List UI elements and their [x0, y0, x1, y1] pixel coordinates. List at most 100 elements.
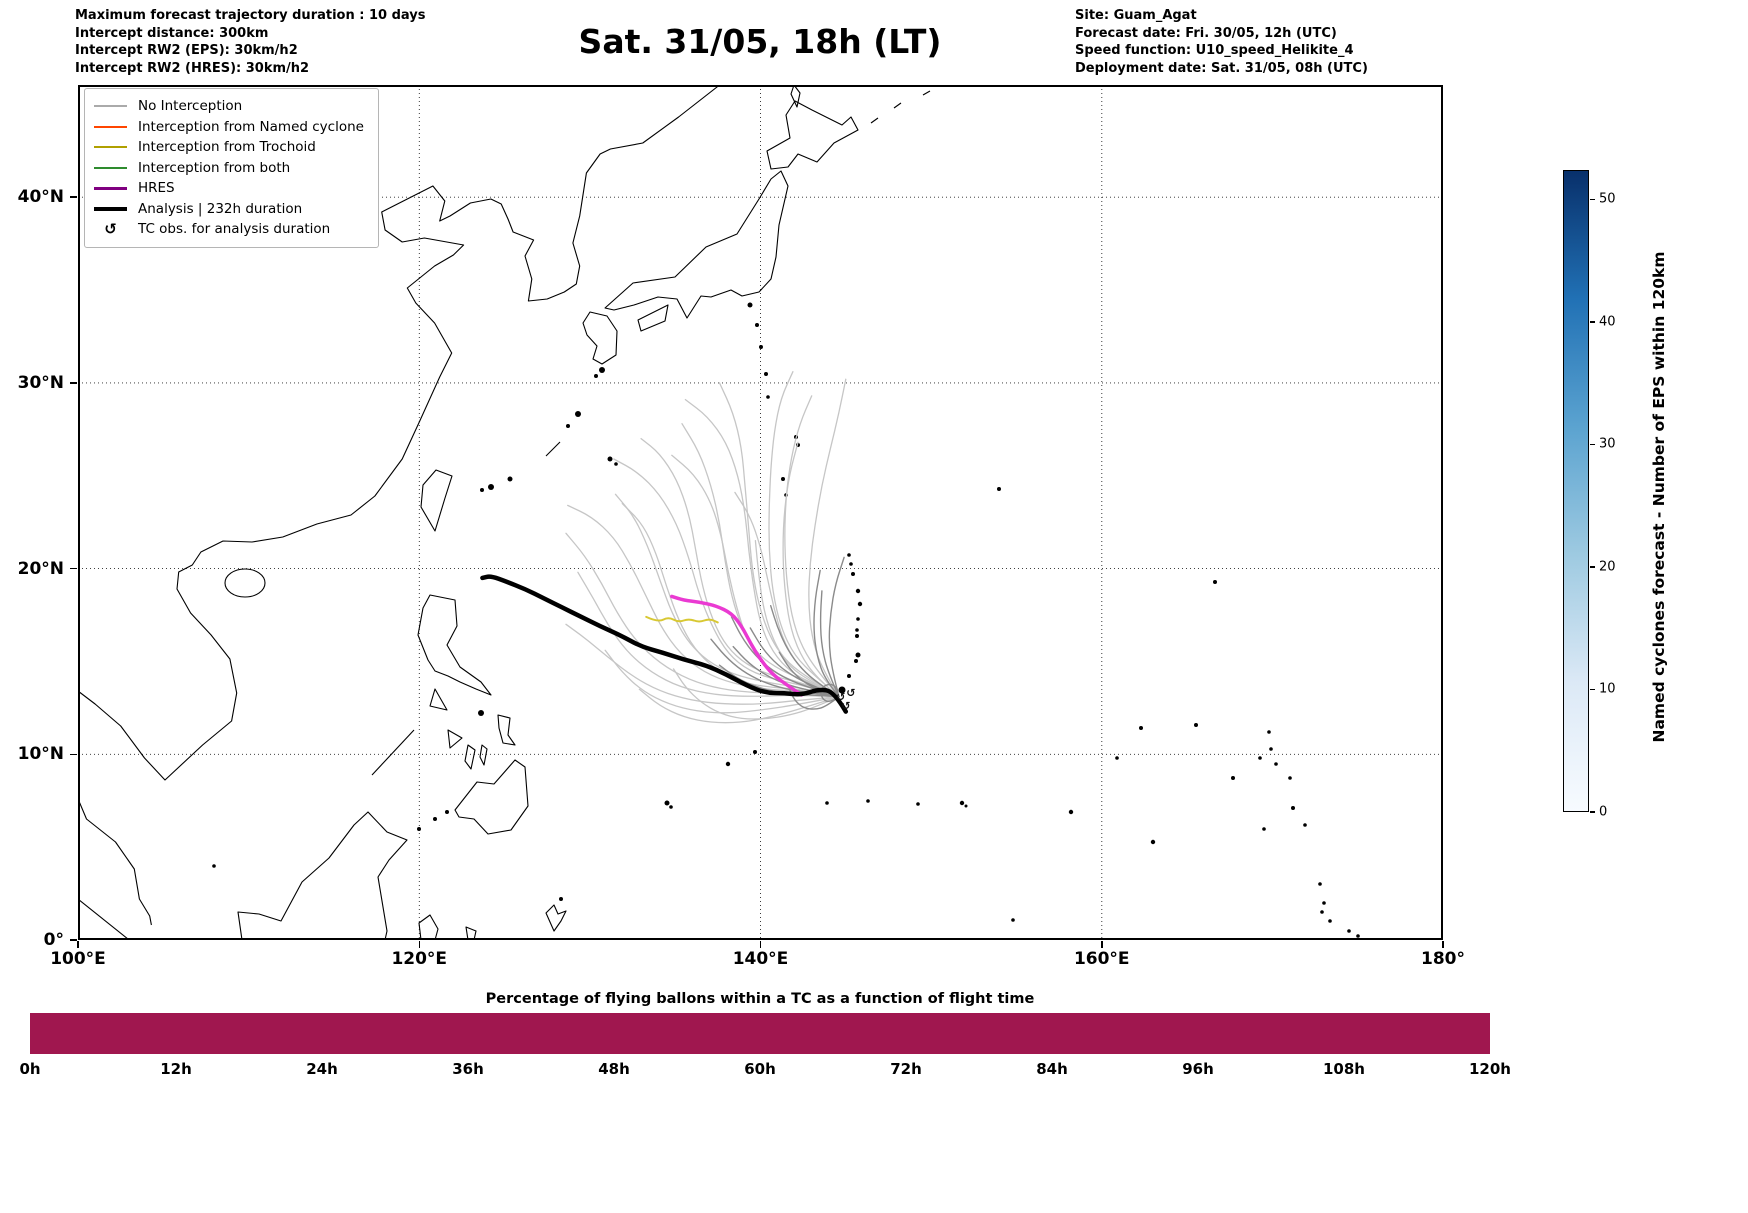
- trajectory-no-interception: [813, 569, 840, 698]
- x-axis-tick-mark: [77, 941, 79, 948]
- island-dot: [1231, 776, 1235, 780]
- island-dot: [1213, 580, 1217, 584]
- island-dot: [1267, 730, 1271, 734]
- island-dot: [566, 424, 570, 428]
- param-line-rw2-hres: Intercept RW2 (HRES): 30km/h2: [75, 60, 310, 76]
- info-line-forecast-date: Forecast date: Fri. 30/05, 12h (UTC): [1075, 25, 1337, 41]
- coastline-sakhalin: [790, 85, 801, 108]
- island-dot: [997, 487, 1001, 491]
- coastline-palawan: [371, 729, 415, 776]
- legend-swatch-green-line: [94, 166, 127, 169]
- coastline-okinawa: [545, 441, 561, 457]
- trajectory-no-interception: [718, 382, 840, 698]
- island-dot: [755, 323, 759, 327]
- flight-time-tick-label: 84h: [1036, 1060, 1068, 1078]
- graticule: [78, 85, 1443, 940]
- trajectory-map: ↺ ↺ ↺ No Interception Interception from Na…: [78, 85, 1443, 940]
- tc-obs-marker: ↺: [846, 687, 855, 700]
- y-axis-tick-label: 40°N: [17, 187, 64, 208]
- legend-swatch-gray-line: [94, 105, 127, 108]
- island-dot: [1320, 910, 1324, 914]
- flight-time-tick-label: 108h: [1323, 1060, 1365, 1078]
- x-axis-tick-mark: [1101, 941, 1103, 948]
- island-dots: [212, 302, 1360, 938]
- x-axis-tick-label: 180°: [1421, 949, 1465, 969]
- island-dot: [1356, 934, 1360, 938]
- info-line-speed-function: Speed function: U10_speed_Helikite_4: [1075, 43, 1354, 58]
- coastlines: [78, 85, 931, 940]
- colorbar-tick-mark: [1590, 688, 1595, 691]
- legend-line-sample: [94, 146, 127, 149]
- trajectory-analysis: [480, 574, 849, 714]
- legend-item-trochoid: Interception from Trochoid: [94, 137, 364, 158]
- legend-line-sample: [94, 105, 127, 108]
- legend-swatch-orange-line: [94, 125, 127, 128]
- y-axis-tick-mark: [70, 382, 77, 384]
- trajectory-no-interception: [638, 688, 840, 724]
- island-dot: [488, 484, 494, 490]
- island-dot: [1139, 726, 1143, 730]
- map-frame: [78, 85, 1443, 940]
- island-dot: [856, 617, 860, 621]
- flight-time-tick-label: 60h: [744, 1060, 776, 1078]
- coastline-negros: [464, 744, 476, 770]
- legend-item-hres: HRES: [94, 178, 364, 199]
- island-dot: [759, 345, 763, 349]
- trajectory-no-interception: [672, 668, 840, 720]
- island-dot: [575, 411, 581, 417]
- legend-swatch-black-line: [94, 207, 127, 211]
- island-dot: [766, 395, 770, 399]
- x-axis-tick-label: 100°E: [50, 949, 106, 969]
- coastline-halmahera: [545, 904, 567, 932]
- island-dot: [1303, 823, 1307, 827]
- info-line-site: Site: Guam_Agat: [1075, 8, 1197, 23]
- legend-item-no-interception: No Interception: [94, 96, 364, 117]
- island-dot: [614, 462, 618, 466]
- island-dot: [417, 827, 421, 831]
- coastline-shikoku: [637, 304, 669, 332]
- x-axis-tick-mark: [759, 941, 762, 948]
- map-canvas: ↺↺ ↺: [78, 85, 1443, 940]
- tc-obs-marker: ↺: [841, 700, 850, 713]
- cyclone-obs-icon: ↺: [104, 220, 117, 239]
- param-line-duration: Maximum forecast trajectory duration : 1…: [75, 8, 426, 23]
- flight-time-tick-label: 12h: [160, 1060, 192, 1078]
- island-dot: [747, 302, 753, 308]
- figure-title: Sat. 31/05, 18h (LT): [578, 22, 942, 61]
- trajectory-no-interception: [768, 371, 840, 698]
- island-dot: [559, 897, 563, 901]
- island-dot: [855, 628, 859, 632]
- trajectory-no-interception: [565, 623, 840, 705]
- colorbar-tick-mark: [1590, 321, 1595, 323]
- island-dot: [959, 800, 965, 806]
- island-dot: [1194, 723, 1198, 727]
- trajectory-no-interception: [808, 378, 847, 698]
- island-dot: [433, 817, 437, 821]
- y-axis-tick-label: 10°N: [17, 744, 64, 765]
- y-axis-tick-label: 20°N: [17, 558, 64, 579]
- island-dot: [916, 802, 920, 806]
- island-dot: [599, 367, 605, 373]
- trajectory-no-interception: [613, 458, 840, 698]
- info-line-deployment-date: Deployment date: Sat. 31/05, 08h (UTC): [1075, 60, 1368, 76]
- param-line-distance: Intercept distance: 300km: [75, 25, 269, 41]
- island-dot: [594, 374, 598, 378]
- trajectory-no-interception: [681, 423, 840, 698]
- coastline-luzon: [417, 594, 492, 696]
- x-axis-tick-label: 120°E: [391, 949, 448, 969]
- colorbar-tick-mark: [1590, 566, 1595, 568]
- trajectory-no-interception: [788, 688, 840, 710]
- flight-time-tick-label: 24h: [306, 1060, 338, 1078]
- island-dot: [480, 488, 484, 492]
- island-dot: [855, 588, 861, 594]
- coastline-hokkaido: [766, 100, 859, 170]
- island-dot: [1347, 929, 1351, 933]
- coastline-malay-peninsula: [78, 798, 152, 926]
- island-dot: [855, 634, 859, 638]
- island-dot: [664, 800, 670, 806]
- x-axis-tick-label: 140°E: [732, 949, 789, 969]
- flight-time-tick-label: 48h: [598, 1060, 630, 1078]
- legend-item-named-cyclone: Interception from Named cyclone: [94, 117, 364, 138]
- island-dot: [445, 810, 449, 814]
